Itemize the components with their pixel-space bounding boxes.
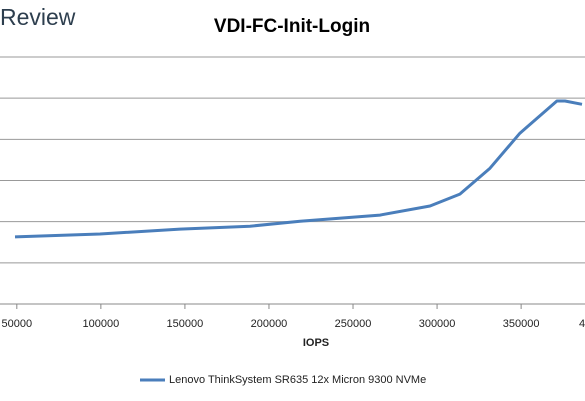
logo: Review xyxy=(0,4,76,30)
data-line xyxy=(14,99,583,239)
x-tick-label: 4 xyxy=(579,318,585,330)
legend-label: Lenovo ThinkSystem SR635 12x Micron 9300… xyxy=(169,374,426,386)
x-tick-label: 50000 xyxy=(2,318,33,330)
chart-title: VDI-FC-Init-Login xyxy=(214,16,370,37)
x-tick-label: 200000 xyxy=(251,318,288,330)
x-axis-label: IOPS xyxy=(303,337,329,349)
x-tick-label: 350000 xyxy=(503,318,540,330)
x-tick-label: 250000 xyxy=(335,318,372,330)
x-tick-label: 100000 xyxy=(83,318,120,330)
x-tick-label: 300000 xyxy=(419,318,456,330)
x-tick-label: 150000 xyxy=(167,318,204,330)
